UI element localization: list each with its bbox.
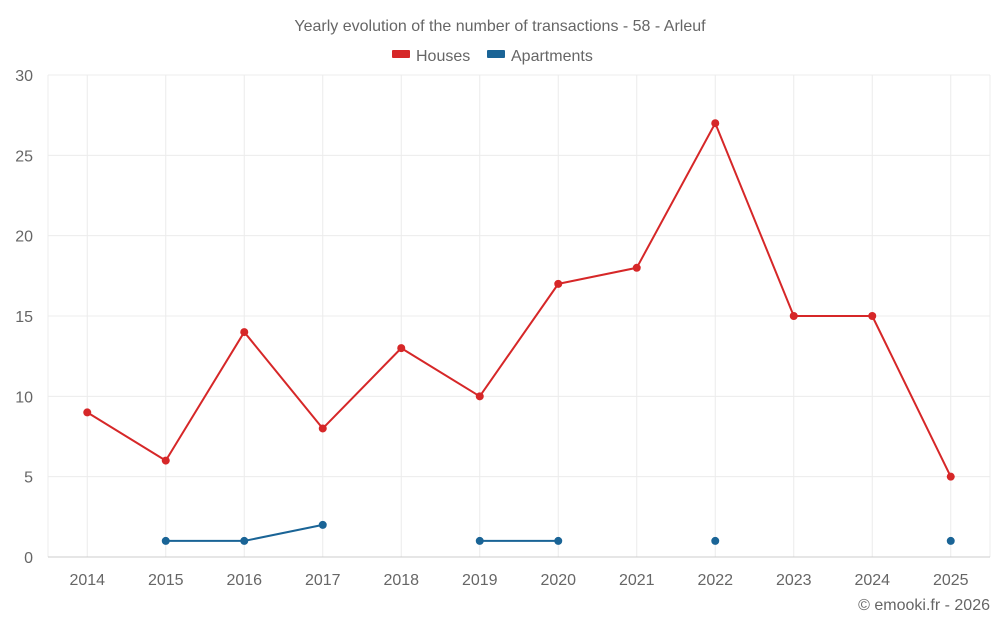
data-point-houses[interactable] <box>711 119 720 128</box>
data-point-houses[interactable] <box>554 279 563 288</box>
chart-title: Yearly evolution of the number of transa… <box>294 18 706 35</box>
data-point-houses[interactable] <box>397 344 406 353</box>
x-tick-label: 2022 <box>697 572 733 589</box>
x-tick-label: 2025 <box>933 572 969 589</box>
x-tick-label: 2020 <box>540 572 576 589</box>
y-tick-label: 25 <box>15 148 33 165</box>
x-tick-label: 2016 <box>226 572 262 589</box>
legend-label-apartments: Apartments <box>511 48 593 65</box>
data-point-houses[interactable] <box>475 392 484 401</box>
legend-label-houses: Houses <box>416 48 470 65</box>
data-point-apartments[interactable] <box>711 536 720 545</box>
x-tick-label: 2019 <box>462 572 498 589</box>
series-houses <box>83 119 955 481</box>
data-point-houses[interactable] <box>632 263 641 272</box>
data-point-houses[interactable] <box>946 472 955 481</box>
x-tick-label: 2021 <box>619 572 655 589</box>
data-point-apartments[interactable] <box>318 520 327 529</box>
series-layer <box>83 119 955 545</box>
data-point-apartments[interactable] <box>240 536 249 545</box>
x-tick-label: 2015 <box>148 572 184 589</box>
data-point-houses[interactable] <box>161 456 170 465</box>
y-tick-label: 10 <box>15 389 33 406</box>
legend-swatch-houses <box>392 50 410 58</box>
series-line-houses <box>86 122 952 478</box>
legend-item-houses[interactable]: Houses <box>392 48 470 65</box>
x-tick-label: 2024 <box>854 572 890 589</box>
y-tick-label: 0 <box>24 550 33 567</box>
y-tick-label: 30 <box>15 68 33 85</box>
y-tick-label: 5 <box>24 470 33 487</box>
data-point-apartments[interactable] <box>946 536 955 545</box>
data-point-apartments[interactable] <box>475 536 484 545</box>
y-axis-ticks: 0 5 10 15 20 25 30 <box>15 68 33 567</box>
legend: Houses Apartments <box>392 48 593 65</box>
data-point-houses[interactable] <box>83 408 92 417</box>
x-tick-label: 2017 <box>305 572 341 589</box>
legend-item-apartments[interactable]: Apartments <box>487 48 593 65</box>
data-point-houses[interactable] <box>868 312 877 320</box>
data-point-houses[interactable] <box>240 328 249 337</box>
legend-swatch-apartments <box>487 50 505 58</box>
data-point-houses[interactable] <box>318 424 327 433</box>
credit-text: © emooki.fr - 2026 <box>858 597 990 614</box>
y-tick-label: 20 <box>15 229 33 246</box>
x-tick-label: 2014 <box>69 572 105 589</box>
x-tick-label: 2023 <box>776 572 812 589</box>
x-axis-ticks: 2014 2015 2016 2017 2018 2019 2020 2021 2022 2023… <box>69 572 968 589</box>
series-apartments <box>161 520 955 545</box>
data-point-apartments[interactable] <box>161 536 170 545</box>
y-tick-label: 15 <box>15 309 33 326</box>
x-tick-label: 2018 <box>383 572 419 589</box>
gridlines <box>47 74 991 557</box>
data-point-apartments[interactable] <box>554 536 563 545</box>
data-point-houses[interactable] <box>789 312 798 320</box>
